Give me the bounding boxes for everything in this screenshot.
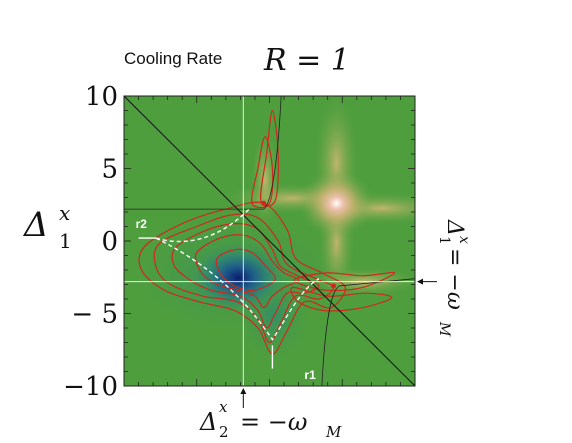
guide-arrows: [240, 278, 437, 408]
crossing-point-upper: [261, 200, 267, 206]
y-guide-arrowhead: [417, 278, 423, 285]
y-tick-label: −10: [63, 372, 118, 402]
right-annotation-label: Δ x 1 = −ω M: [436, 219, 472, 337]
right-label-sub: 1: [436, 236, 452, 245]
ridge-curve: [155, 208, 320, 341]
cold-spot: [186, 239, 291, 316]
y-tick-labels: 10 5 0 − 5 −10: [63, 82, 118, 402]
hot-spot: [298, 169, 375, 238]
y-axis-label: Δ x 1: [22, 201, 72, 253]
y-axis-label-main: Δ: [22, 205, 49, 245]
boundary-lower: [321, 278, 415, 386]
y-axis-label-sup: x: [59, 201, 70, 225]
x-axis-label-sup: x: [219, 398, 228, 416]
y-tick-label: 0: [101, 227, 118, 257]
contour-line: [194, 234, 300, 309]
y-tick-label: 10: [85, 82, 118, 112]
chart-title-math: R = 1: [263, 43, 350, 78]
contour-spike: [290, 286, 393, 312]
x-axis-label-rest-sub: M: [325, 423, 342, 441]
boundary-upper: [124, 96, 282, 210]
diagonal-line: [124, 96, 415, 386]
x-axis-label-sub: 2: [219, 423, 229, 441]
x-axis-label-rest: = −ω: [240, 408, 307, 436]
crossing-point-lower: [331, 283, 337, 289]
heatmap-field: [124, 96, 415, 386]
right-label-rest-sub: M: [436, 321, 452, 337]
annotation-r2: r2: [136, 217, 148, 231]
x-axis-label-main: Δ: [199, 408, 217, 436]
x-guide-arrowhead: [240, 388, 247, 394]
y-tick-label: 5: [101, 155, 118, 185]
contour-line: [153, 213, 335, 344]
axis-ticks: [123, 95, 416, 387]
annotation-r1: r1: [304, 368, 316, 382]
y-axis-label-sub: 1: [59, 229, 72, 253]
contour-spike: [293, 271, 396, 292]
contour-spike: [251, 135, 274, 209]
right-label-main: Δ: [442, 219, 467, 236]
right-label-rest: = −ω: [442, 248, 467, 310]
x-axis-label: Δ x 2 = −ω M: [199, 398, 342, 441]
contour-spike: [259, 109, 279, 207]
y-tick-label: − 5: [71, 300, 118, 330]
chart-title: Cooling Rate R = 1: [124, 43, 350, 78]
plot-overlays: r2 r1: [124, 96, 415, 386]
chart-title-text: Cooling Rate: [124, 49, 222, 68]
right-label-sup: x: [456, 236, 472, 244]
